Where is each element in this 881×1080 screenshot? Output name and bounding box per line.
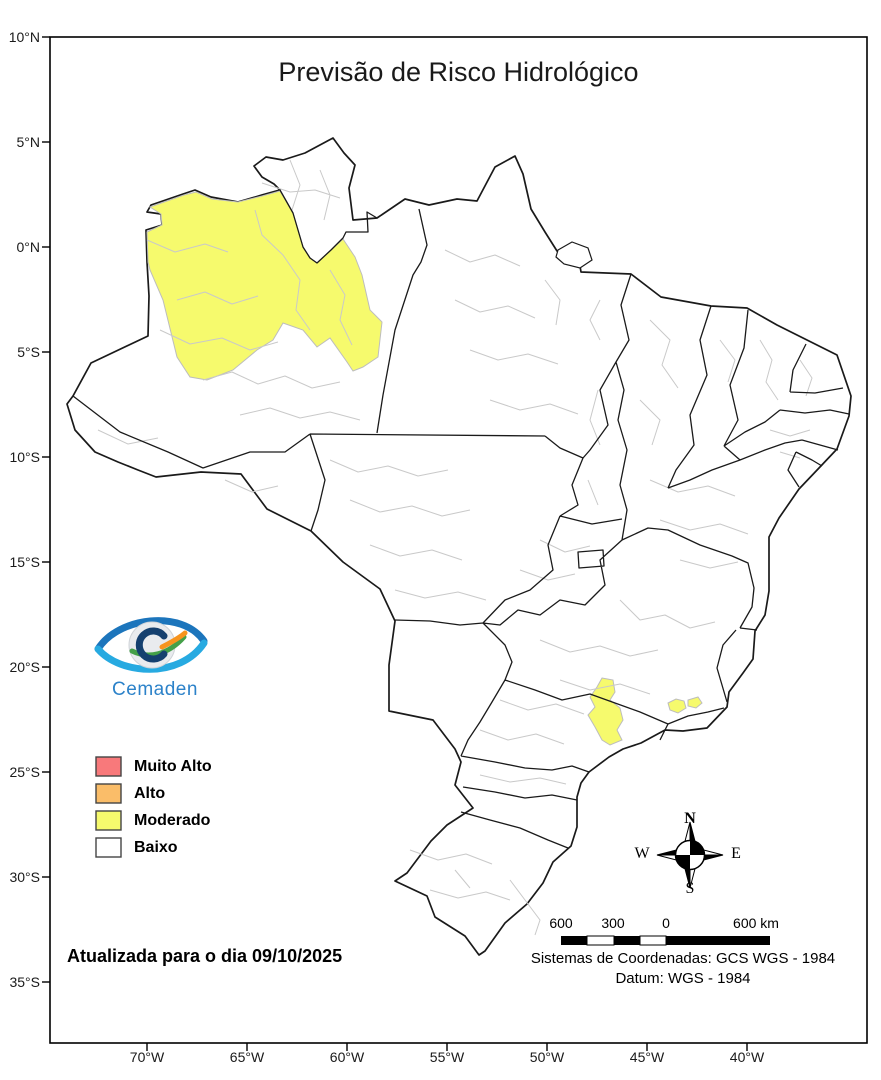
lon-label-60w: 60°W bbox=[329, 1049, 365, 1065]
lat-label-25s: 25°S bbox=[9, 764, 40, 780]
marajo-island bbox=[555, 241, 593, 269]
latitude-ticks bbox=[42, 36, 50, 983]
cemaden-logo-caption: Cemaden bbox=[112, 679, 198, 700]
update-note: Atualizada para o dia 09/10/2025 bbox=[67, 946, 343, 966]
cemaden-logo-icon bbox=[94, 617, 208, 673]
scale-bar bbox=[561, 935, 770, 946]
lat-label-20s: 20°S bbox=[9, 659, 40, 675]
lon-label-65w: 65°W bbox=[229, 1049, 265, 1065]
map-frame bbox=[49, 36, 868, 1044]
lat-label-15s: 15°S bbox=[9, 554, 40, 570]
risk-region-sao-paulo bbox=[587, 677, 624, 746]
lat-label-5s: 5°S bbox=[17, 344, 40, 360]
lon-label-50w: 50°W bbox=[529, 1049, 565, 1065]
risk-region-rio-coast-west bbox=[667, 698, 687, 714]
lon-label-70w: 70°W bbox=[129, 1049, 165, 1065]
legend-swatch-baixo bbox=[95, 837, 122, 858]
legend-swatch-moderado bbox=[95, 810, 122, 831]
legend-swatch-muito-alto bbox=[95, 756, 122, 777]
compass-east-label: E bbox=[731, 845, 741, 862]
scale-label-0: 0 bbox=[662, 915, 670, 931]
scale-label-600-km: 600 km bbox=[733, 915, 779, 931]
lat-label-10n: 10°N bbox=[8, 29, 40, 45]
projection-line2: Datum: WGS - 1984 bbox=[615, 970, 751, 987]
lon-label-55w: 55°W bbox=[429, 1049, 465, 1065]
lat-label-30s: 30°S bbox=[9, 869, 40, 885]
lat-label-0n: 0°N bbox=[16, 239, 41, 255]
legend-item-baixo: Baixo bbox=[95, 834, 212, 861]
compass-south-label: S bbox=[685, 880, 695, 897]
legend-swatch-alto bbox=[95, 783, 122, 804]
map-title: Previsão de Risco Hidrológico bbox=[278, 57, 639, 87]
legend-item-alto: Alto bbox=[95, 780, 212, 807]
legend-label-alto: Alto bbox=[134, 785, 166, 802]
lon-label-45w: 45°W bbox=[629, 1049, 665, 1065]
compass-west-label: W bbox=[634, 845, 650, 862]
legend-item-muito-alto: Muito Alto bbox=[95, 753, 212, 780]
projection-line1: Sistemas de Coordenadas: GCS WGS - 1984 bbox=[530, 950, 836, 967]
risk-region-rio-coast-east bbox=[687, 696, 703, 709]
legend-label-moderado: Moderado bbox=[134, 812, 211, 829]
legend-item-moderado: Moderado bbox=[95, 807, 212, 834]
scale-label-600-left: 600 bbox=[549, 915, 573, 931]
state-borders bbox=[72, 189, 850, 849]
projection-info: Sistemas de Coordenadas: GCS WGS - 1984 … bbox=[513, 949, 853, 989]
lat-label-35s: 35°S bbox=[9, 974, 40, 990]
legend-label-muito-alto: Muito Alto bbox=[134, 758, 212, 775]
subregion-borders bbox=[97, 159, 813, 936]
lat-label-10s: 10°S bbox=[9, 449, 40, 465]
longitude-ticks bbox=[146, 1043, 748, 1051]
scale-label-300: 300 bbox=[601, 915, 625, 931]
legend-label-baixo: Baixo bbox=[134, 839, 178, 856]
compass-north-label: N bbox=[684, 810, 696, 827]
lon-label-40w: 40°W bbox=[729, 1049, 765, 1065]
lat-label-5n: 5°N bbox=[16, 134, 41, 150]
risk-legend: Muito Alto Alto Moderado Baixo bbox=[95, 753, 212, 861]
compass-rose bbox=[656, 821, 724, 889]
